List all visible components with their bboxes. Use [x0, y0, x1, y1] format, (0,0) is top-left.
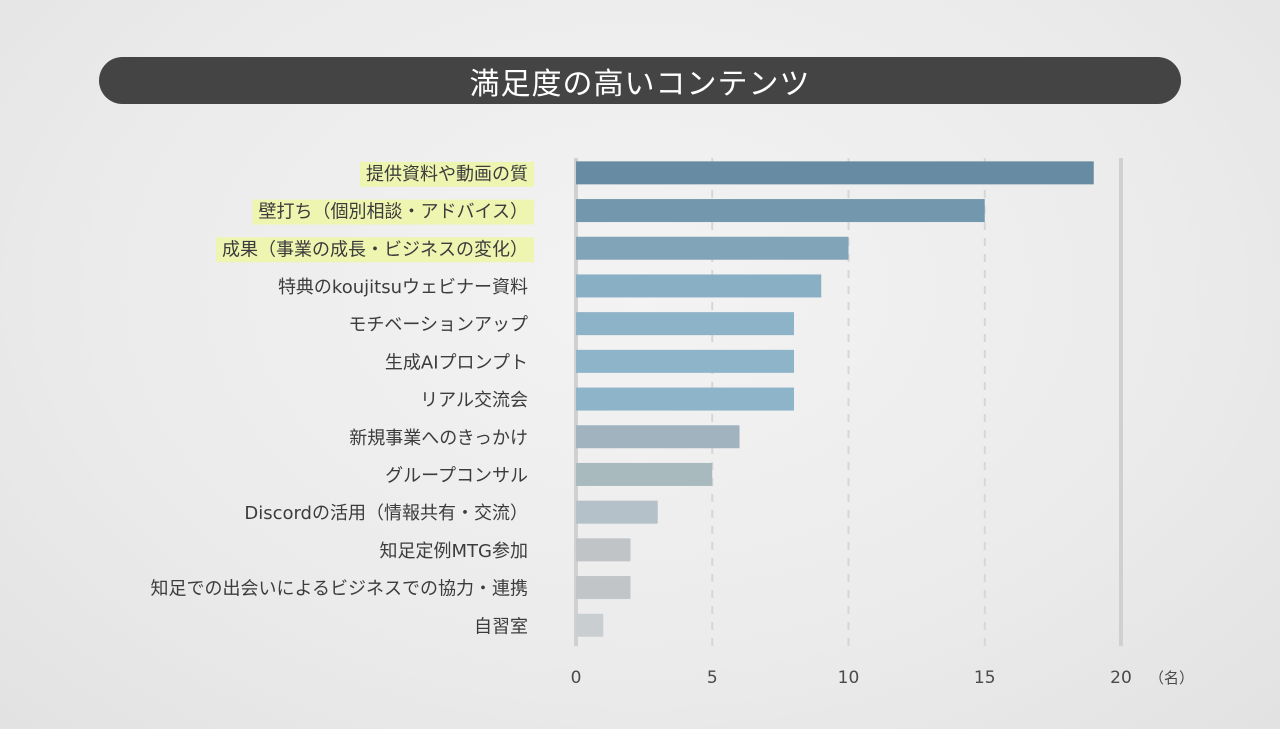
bar — [576, 349, 794, 373]
category-label: 自習室 — [474, 616, 528, 637]
category-label: グループコンサル — [385, 465, 528, 486]
category-label: 知足定例MTG参加 — [380, 541, 528, 562]
bar — [576, 312, 794, 336]
chart-title: 満足度の高いコンテンツ — [469, 66, 811, 102]
label-highlight — [360, 161, 534, 187]
bar — [576, 576, 631, 600]
bar — [576, 161, 1094, 185]
category-label: 提供資料や動画の質 — [366, 164, 528, 185]
bar — [576, 199, 985, 223]
x-tick-label: 5 — [707, 668, 718, 688]
bar — [576, 500, 658, 524]
x-tick-label: 15 — [974, 668, 996, 688]
chart-title-bar: 満足度の高いコンテンツ — [99, 57, 1181, 104]
bar — [576, 236, 849, 260]
category-label: 成果（事業の成長・ビジネスの変化） — [222, 239, 528, 260]
category-label: Discordの活用（情報共有・交流） — [244, 503, 528, 524]
category-label: 特典のkoujitsuウェビナー資料 — [278, 277, 528, 298]
label-highlight — [216, 237, 534, 263]
category-label: 新規事業へのきっかけ — [349, 428, 528, 449]
category-label: リアル交流会 — [420, 390, 528, 411]
bar — [576, 387, 794, 411]
category-label: 生成AIプロンプト — [385, 352, 528, 373]
bar — [576, 462, 713, 486]
bar — [576, 538, 631, 562]
x-tick-label: 0 — [571, 668, 582, 688]
bar — [576, 274, 822, 298]
category-label: モチベーションアップ — [348, 315, 528, 336]
bar — [576, 425, 740, 449]
x-unit-label: （名） — [1149, 669, 1194, 687]
label-highlight — [252, 199, 534, 225]
x-tick-label: 20 — [1110, 668, 1132, 688]
category-label: 知足での出会いによるビジネスでの協力・連携 — [151, 579, 528, 600]
x-tick-label: 10 — [838, 668, 860, 688]
bar — [576, 613, 604, 637]
category-label: 壁打ち（個別相談・アドバイス） — [259, 202, 528, 223]
